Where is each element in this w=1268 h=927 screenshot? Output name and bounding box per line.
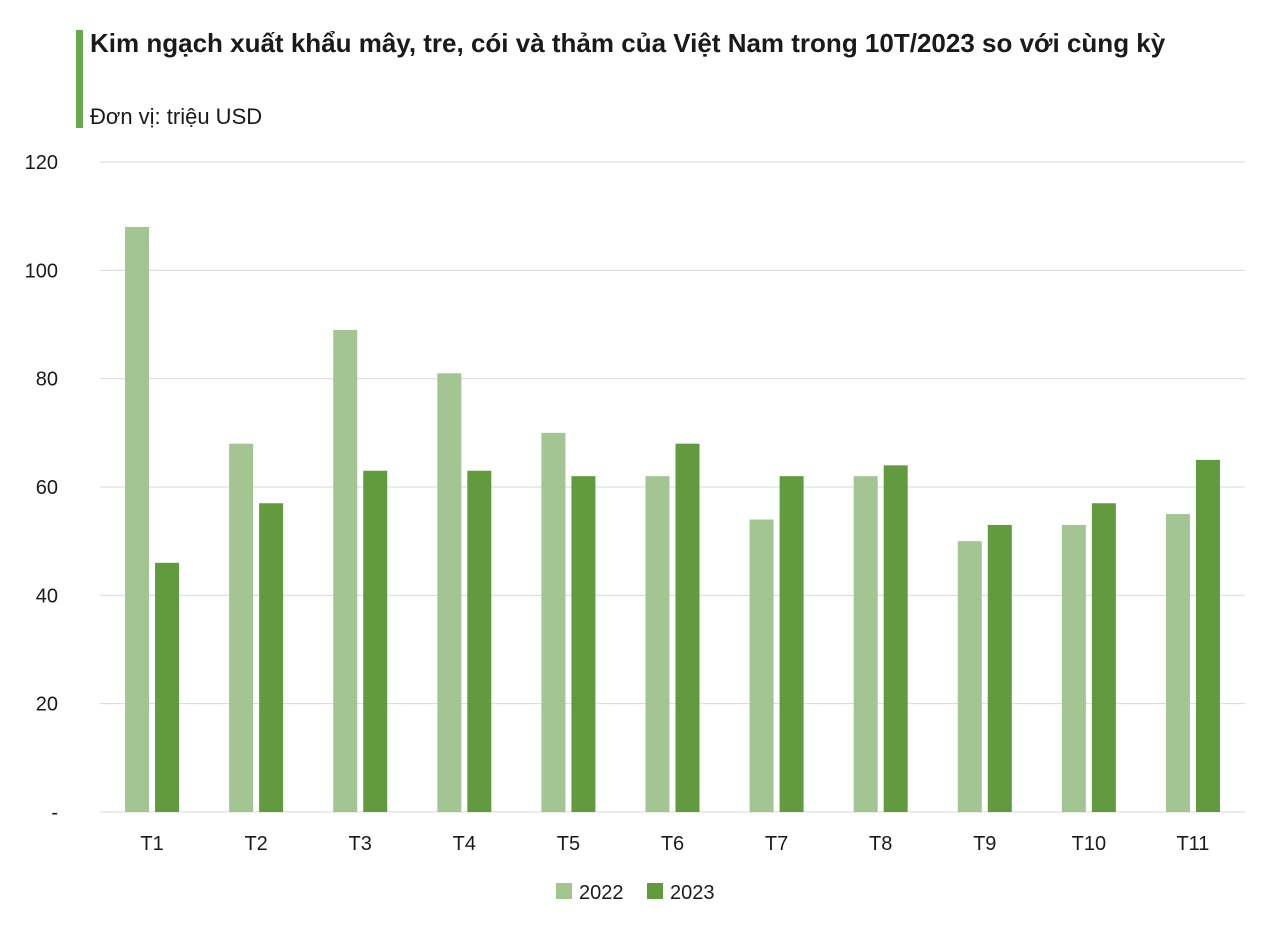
y-tick-label: 60 [36,477,58,499]
x-tick-label: T1 [140,833,163,855]
bar-2022-T10 [1061,524,1086,812]
x-tick-label: T6 [661,833,684,855]
bar-2022-T6 [645,476,670,812]
y-tick-label: 120 [25,152,58,174]
bar-2023-T4 [467,470,492,812]
bar-2022-T8 [853,476,878,812]
legend-swatch-2023 [647,883,663,899]
bar-2022-T2 [229,443,254,812]
bar-2023-T2 [259,503,284,812]
y-tick-label: 40 [36,585,58,607]
grid-lines [100,161,1245,813]
y-tick-label: 20 [36,694,58,716]
bar-2023-T1 [155,562,180,812]
y-tick-label: 80 [36,369,58,391]
bar-2022-T9 [957,541,982,812]
title-accent-bar [76,30,83,128]
bar-2022-T3 [333,329,358,812]
legend-label-2022: 2022 [579,882,624,904]
legend: 2022 2023 [556,882,715,904]
bar-2023-T7 [779,476,804,812]
bar-2023-T11 [1195,459,1220,812]
legend-label-2023: 2023 [670,882,715,904]
x-tick-label: T5 [557,833,580,855]
bar-2022-T7 [749,519,774,812]
x-tick-label: T4 [453,833,476,855]
bar-2023-T10 [1091,503,1116,812]
x-tick-label: T8 [869,833,892,855]
bar-2022-T5 [541,432,566,812]
bar-2022-T1 [125,227,150,812]
chart-title: Kim ngạch xuất khẩu mây, tre, cói và thả… [90,28,1166,58]
x-tick-label: T2 [244,833,267,855]
bar-2023-T9 [987,524,1012,812]
x-tick-label: T10 [1072,833,1106,855]
x-tick-label: T11 [1176,833,1209,855]
y-axis-ticks: - 20 40 60 80 100 120 [25,152,58,824]
bars [125,227,1220,812]
x-tick-label: T3 [349,833,372,855]
bar-2023-T3 [363,470,388,812]
bar-2022-T11 [1165,514,1190,812]
bar-2023-T8 [883,465,908,812]
x-tick-label: T9 [973,833,996,855]
y-tick-label: - [51,802,58,824]
y-tick-label: 100 [25,260,58,282]
chart-subtitle: Đơn vị: triệu USD [90,104,263,129]
x-tick-label: T7 [765,833,788,855]
bar-2023-T6 [675,443,700,812]
legend-swatch-2022 [556,883,572,899]
bar-2022-T4 [437,373,462,812]
bar-2023-T5 [571,476,596,812]
x-axis-ticks: T1 T2 T3 T4 T5 T6 T7 T8 T9 T10 T11 [140,833,1209,855]
